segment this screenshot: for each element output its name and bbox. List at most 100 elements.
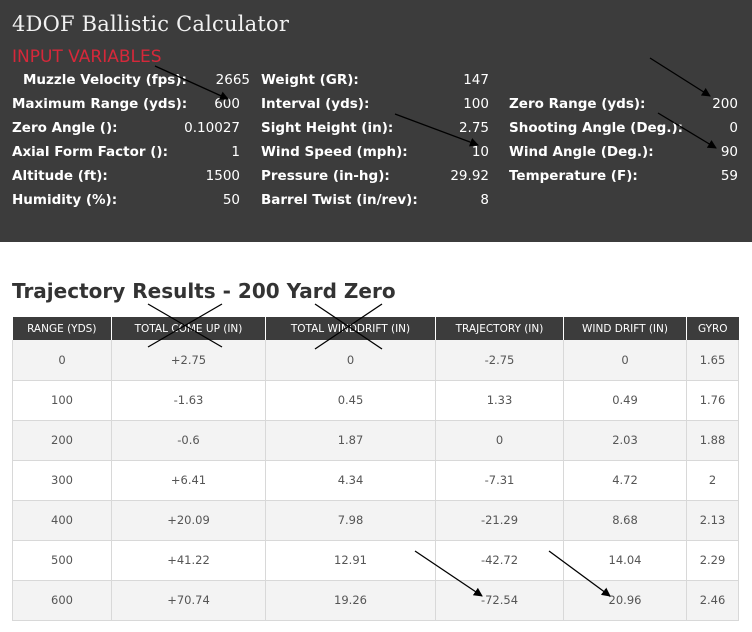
table-cell: 2.03: [563, 420, 687, 461]
column-header: TOTAL COME UP (IN): [111, 317, 266, 340]
table-cell: -72.54: [435, 580, 564, 621]
field-label: Zero Range (yds):: [509, 96, 646, 112]
field-value[interactable]: 50: [222, 192, 240, 208]
table-cell: 0: [12, 340, 112, 381]
table-cell: 1.65: [686, 340, 739, 381]
field-label: Interval (yds):: [261, 96, 370, 112]
weight-field: Weight (GR): 147: [261, 68, 489, 92]
table-cell: 300: [12, 460, 112, 501]
table-row: 500 +41.22 12.91 -42.72 14.04 2.29: [12, 540, 739, 581]
field-value[interactable]: 1500: [205, 168, 240, 184]
field-value[interactable]: 10: [471, 144, 489, 160]
field-label: Barrel Twist (in/rev):: [261, 192, 418, 208]
field-label: Wind Angle (Deg.):: [509, 144, 654, 160]
field-value[interactable]: 29.92: [450, 168, 489, 184]
wind-angle-field: Wind Angle (Deg.): 90: [509, 140, 738, 164]
humidity-field: Humidity (%): 50: [12, 188, 240, 212]
table-cell: +70.74: [111, 580, 266, 621]
table-cell: 400: [12, 500, 112, 541]
field-label: Muzzle Velocity (fps):: [23, 72, 187, 88]
altitude-field: Altitude (ft): 1500: [12, 164, 240, 188]
field-label: Temperature (F):: [509, 168, 638, 184]
table-cell: 4.72: [563, 460, 687, 501]
table-cell: 1.33: [435, 380, 564, 421]
table-cell: 0.45: [265, 380, 436, 421]
field-label: Wind Speed (mph):: [261, 144, 408, 160]
maximum-range-field: Maximum Range (yds): 600: [12, 92, 240, 116]
table-row: 200 -0.6 1.87 0 2.03 1.88: [12, 420, 739, 461]
field-label: Shooting Angle (Deg.):: [509, 120, 684, 136]
zero-range-field: Zero Range (yds): 200: [509, 92, 738, 116]
table-row: 400 +20.09 7.98 -21.29 8.68 2.13: [12, 500, 739, 541]
table-row: 0 +2.75 0 -2.75 0 1.65: [12, 340, 739, 381]
table-cell: 0: [265, 340, 436, 381]
trajectory-table: RANGE (YDS) TOTAL COME UP (IN) TOTAL WIN…: [12, 317, 739, 621]
table-row: 300 +6.41 4.34 -7.31 4.72 2: [12, 460, 739, 501]
app-title: 4DOF Ballistic Calculator: [12, 12, 290, 36]
results-title: Trajectory Results - 200 Yard Zero: [12, 279, 396, 303]
muzzle-velocity-field: Muzzle Velocity (fps): 2665: [12, 68, 250, 92]
axial-form-factor-field: Axial Form Factor (): 1: [12, 140, 240, 164]
table-cell: 14.04: [563, 540, 687, 581]
field-label: Axial Form Factor ():: [12, 144, 168, 160]
barrel-twist-field: Barrel Twist (in/rev): 8: [261, 188, 489, 212]
field-value[interactable]: 0.10027: [184, 120, 240, 136]
field-label: Weight (GR):: [261, 72, 359, 88]
table-cell: 1.87: [265, 420, 436, 461]
table-cell: 500: [12, 540, 112, 581]
column-header: GYRO: [686, 317, 739, 340]
table-cell: 0: [563, 340, 687, 381]
wind-speed-field: Wind Speed (mph): 10: [261, 140, 489, 164]
table-cell: 0.49: [563, 380, 687, 421]
field-value[interactable]: 100: [463, 96, 489, 112]
field-label: Zero Angle ():: [12, 120, 118, 136]
field-value[interactable]: 2665: [215, 72, 250, 88]
table-cell: 2.29: [686, 540, 739, 581]
field-label: Altitude (ft):: [12, 168, 108, 184]
column-header: TOTAL WINDDRIFT (IN): [265, 317, 436, 340]
field-value[interactable]: 2.75: [458, 120, 489, 136]
table-cell: 20.96: [563, 580, 687, 621]
table-cell: +20.09: [111, 500, 266, 541]
table-cell: 7.98: [265, 500, 436, 541]
table-cell: +2.75: [111, 340, 266, 381]
table-cell: 8.68: [563, 500, 687, 541]
table-cell: 1.76: [686, 380, 739, 421]
table-cell: 600: [12, 580, 112, 621]
table-cell: 12.91: [265, 540, 436, 581]
table-cell: +6.41: [111, 460, 266, 501]
field-value[interactable]: 600: [214, 96, 240, 112]
field-value[interactable]: 59: [720, 168, 738, 184]
table-cell: 19.26: [265, 580, 436, 621]
column-header: RANGE (YDS): [12, 317, 112, 340]
table-cell: 2: [686, 460, 739, 501]
interval-field: Interval (yds): 100: [261, 92, 489, 116]
column-header: WIND DRIFT (IN): [563, 317, 687, 340]
field-label: Humidity (%):: [12, 192, 118, 208]
table-cell: 2.13: [686, 500, 739, 541]
field-value[interactable]: 200: [712, 96, 738, 112]
table-row: 600 +70.74 19.26 -72.54 20.96 2.46: [12, 580, 739, 621]
field-label: Pressure (in-hg):: [261, 168, 390, 184]
field-value[interactable]: 147: [463, 72, 489, 88]
table-cell: -42.72: [435, 540, 564, 581]
table-cell: 0: [435, 420, 564, 461]
calculator-input-panel: 4DOF Ballistic Calculator INPUT VARIABLE…: [0, 0, 752, 242]
field-label: Sight Height (in):: [261, 120, 394, 136]
table-cell: -2.75: [435, 340, 564, 381]
table-cell: 2.46: [686, 580, 739, 621]
zero-angle-field: Zero Angle (): 0.10027: [12, 116, 240, 140]
table-cell: 100: [12, 380, 112, 421]
table-cell: 200: [12, 420, 112, 461]
table-cell: -21.29: [435, 500, 564, 541]
table-cell: 4.34: [265, 460, 436, 501]
field-value[interactable]: 90: [720, 144, 738, 160]
pressure-field: Pressure (in-hg): 29.92: [261, 164, 489, 188]
field-value[interactable]: 1: [231, 144, 240, 160]
shooting-angle-field: Shooting Angle (Deg.): 0: [509, 116, 738, 140]
field-value[interactable]: 0: [729, 120, 738, 136]
field-value[interactable]: 8: [480, 192, 489, 208]
table-cell: +41.22: [111, 540, 266, 581]
input-variables-heading: INPUT VARIABLES: [12, 47, 162, 67]
table-cell: -7.31: [435, 460, 564, 501]
